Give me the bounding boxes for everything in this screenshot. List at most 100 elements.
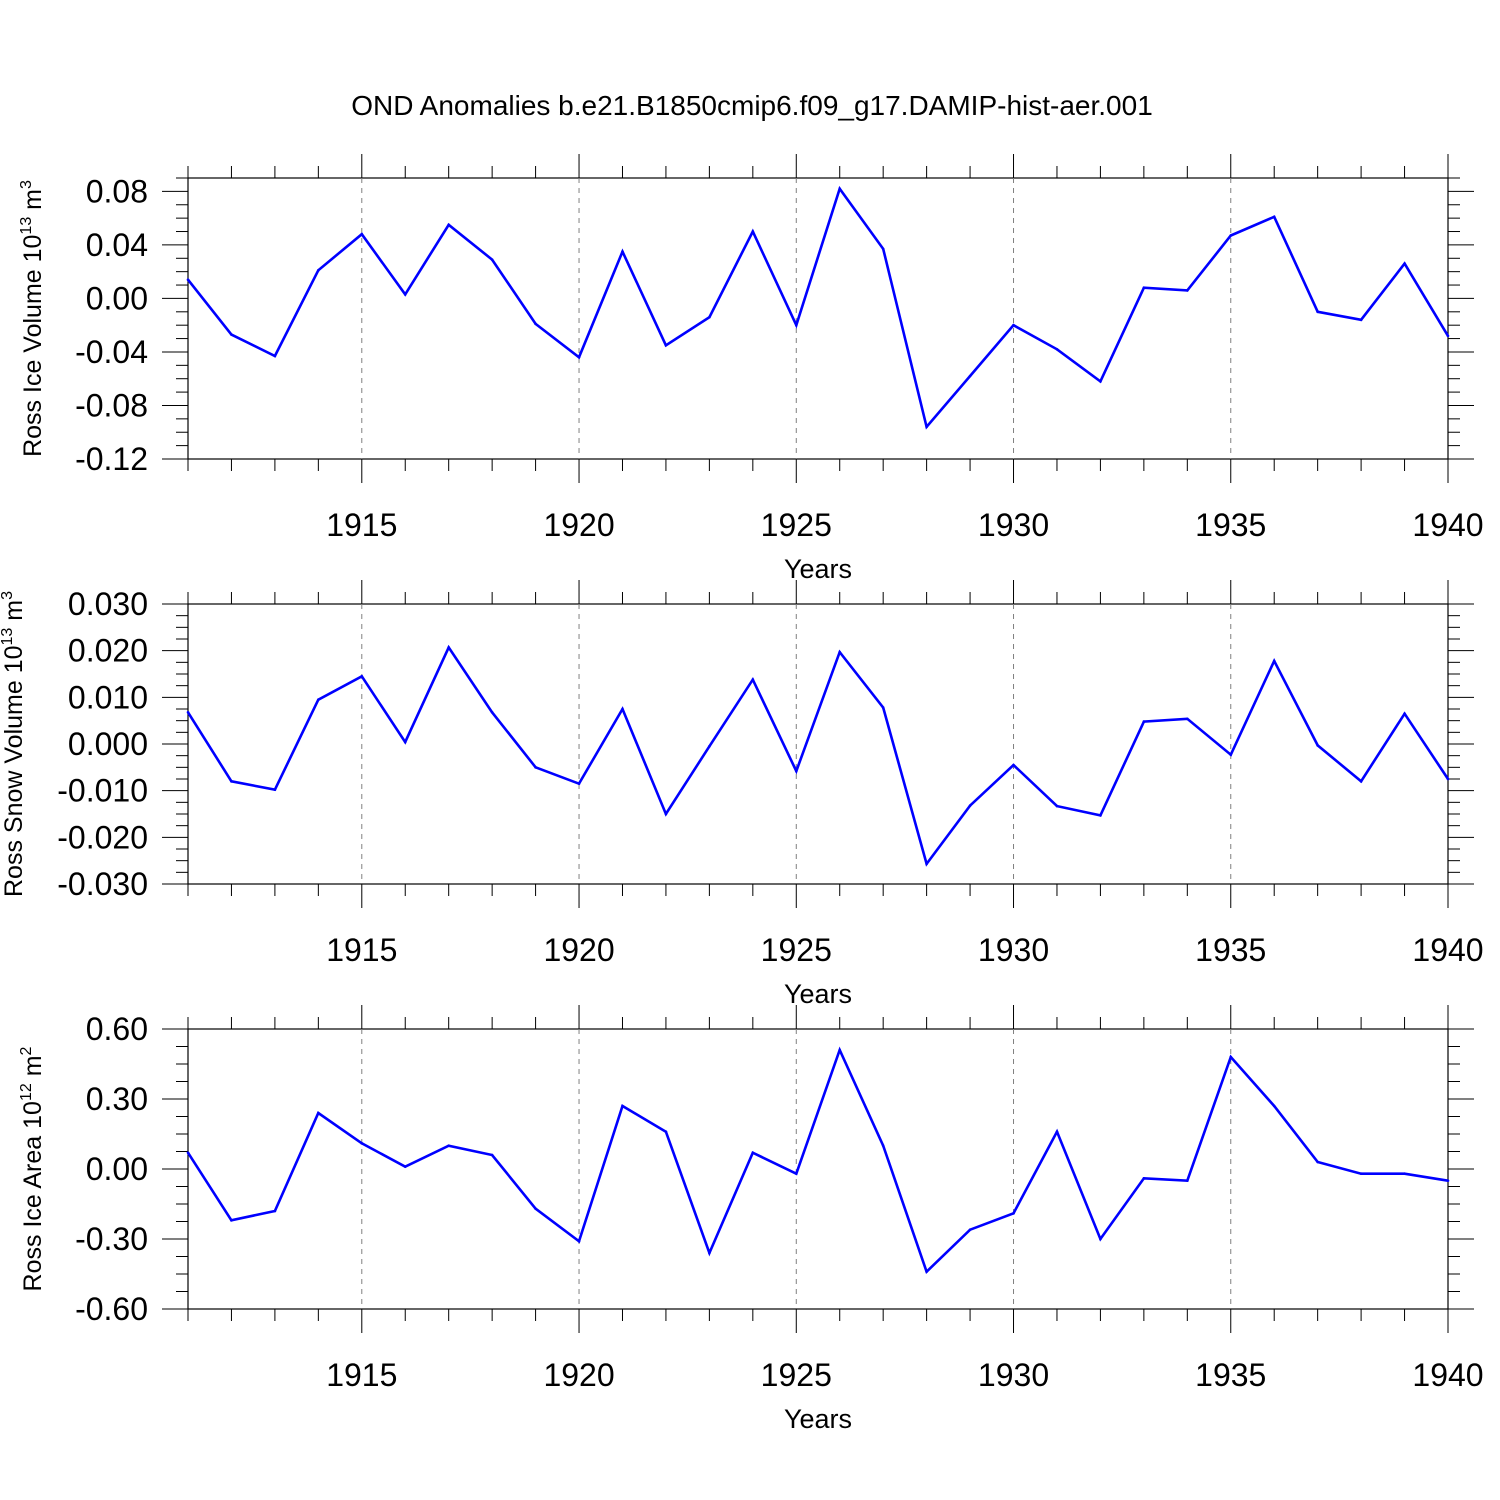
x-tick-label: 1940 bbox=[1412, 932, 1483, 968]
data-point bbox=[490, 1153, 494, 1157]
y-axis-title: Ross Ice Area 1012 m2 bbox=[18, 1046, 47, 1291]
data-point bbox=[925, 862, 928, 866]
data-point bbox=[621, 707, 624, 711]
x-tick-label: 1930 bbox=[978, 932, 1049, 968]
data-point bbox=[1055, 804, 1059, 808]
data-point bbox=[1099, 814, 1102, 817]
data-point bbox=[621, 250, 624, 253]
data-point bbox=[925, 1270, 928, 1273]
data-point bbox=[1359, 780, 1363, 783]
data-point bbox=[360, 1142, 364, 1145]
x-tick-label: 1920 bbox=[543, 1357, 614, 1393]
data-point bbox=[317, 698, 320, 701]
x-tick-label: 1920 bbox=[543, 932, 614, 968]
data-point bbox=[360, 675, 364, 678]
data-point bbox=[1316, 310, 1319, 314]
chart-title: OND Anomalies b.e21.B1850cmip6.f09_g17.D… bbox=[351, 90, 1153, 121]
y-axis-title-part: Ross Ice Area 10 bbox=[19, 1101, 47, 1291]
data-point bbox=[1142, 720, 1146, 723]
data-point bbox=[1012, 763, 1015, 767]
data-point bbox=[1186, 289, 1189, 292]
data-point bbox=[447, 223, 450, 227]
x-tick-label: 1935 bbox=[1195, 1357, 1266, 1393]
data-point bbox=[577, 1240, 581, 1243]
y-tick-label: 0.04 bbox=[86, 227, 148, 263]
data-point bbox=[186, 710, 190, 714]
y-tick-label: -0.12 bbox=[75, 441, 148, 477]
y-axis-title-part: 2 bbox=[18, 1046, 35, 1055]
data-point bbox=[1446, 1179, 1450, 1182]
x-tick-label: 1940 bbox=[1412, 507, 1483, 543]
series-line bbox=[186, 185, 1450, 430]
y-tick-label: -0.020 bbox=[57, 819, 148, 855]
y-axis-title-part: 12 bbox=[18, 1083, 35, 1101]
x-axis-title: Years bbox=[784, 979, 852, 1009]
data-point bbox=[317, 1111, 320, 1115]
y-tick-label: -0.08 bbox=[75, 387, 148, 423]
y-tick-label: -0.010 bbox=[57, 773, 148, 809]
data-point bbox=[1229, 753, 1233, 757]
data-point bbox=[838, 1048, 842, 1052]
data-point bbox=[1403, 1172, 1406, 1175]
data-point bbox=[1229, 1055, 1233, 1059]
y-tick-label: 0.010 bbox=[68, 679, 148, 715]
data-point bbox=[186, 278, 190, 281]
data-point bbox=[577, 356, 581, 359]
plot-frame bbox=[187, 177, 1449, 460]
data-point bbox=[1012, 323, 1015, 327]
data-point bbox=[925, 425, 928, 429]
data-point bbox=[708, 1251, 711, 1255]
y-tick-label: -0.60 bbox=[75, 1291, 148, 1327]
y-tick-label: -0.30 bbox=[75, 1221, 148, 1257]
series-line bbox=[186, 1046, 1449, 1275]
y-axis-title: Ross Snow Volume 1013 m3 bbox=[0, 591, 28, 897]
y-axis-title-part: Ross Snow Volume 10 bbox=[0, 645, 28, 897]
data-point bbox=[447, 1144, 450, 1147]
x-tick-label: 1915 bbox=[326, 1357, 397, 1393]
data-point bbox=[968, 804, 972, 807]
data-point bbox=[403, 293, 407, 296]
data-point bbox=[794, 1172, 798, 1175]
data-point bbox=[1012, 1212, 1015, 1215]
data-point bbox=[794, 769, 798, 773]
data-point bbox=[664, 343, 668, 347]
y-axis-title-part: m bbox=[19, 1055, 47, 1083]
y-tick-label: 0.08 bbox=[86, 173, 148, 209]
data-point bbox=[1142, 286, 1146, 290]
panel-3: 1915 1920 1925 1930 1935 1940 -0.60 -0.30 0.00 0.… bbox=[18, 1005, 1484, 1434]
data-point bbox=[273, 1209, 277, 1213]
x-tick-label: 1915 bbox=[326, 507, 397, 543]
data-point bbox=[230, 1219, 233, 1222]
data-point bbox=[1359, 1172, 1363, 1175]
y-axis-title-part: 3 bbox=[18, 180, 35, 189]
data-point bbox=[1272, 1104, 1276, 1108]
x-tick-label: 1925 bbox=[761, 1357, 832, 1393]
y-axis-title: Ross Ice Volume 1013 m3 bbox=[18, 180, 47, 457]
data-point bbox=[1403, 262, 1406, 265]
x-tick-label: 1930 bbox=[978, 1357, 1049, 1393]
data-point bbox=[490, 710, 494, 714]
y-tick-label: 0.60 bbox=[86, 1011, 148, 1047]
y-tick-label: 0.000 bbox=[68, 726, 148, 762]
data-point bbox=[1316, 1160, 1319, 1164]
data-point bbox=[273, 788, 277, 792]
data-point bbox=[403, 1165, 407, 1168]
data-point bbox=[534, 1207, 537, 1210]
data-point bbox=[1272, 215, 1276, 219]
x-tick-label: 1940 bbox=[1412, 1357, 1483, 1393]
data-point bbox=[664, 1130, 668, 1133]
data-point bbox=[360, 232, 364, 236]
data-point bbox=[751, 1151, 755, 1154]
data-point bbox=[1272, 659, 1276, 663]
data-point bbox=[1316, 744, 1319, 747]
x-tick-label: 1930 bbox=[978, 507, 1049, 543]
y-tick-label: -0.030 bbox=[57, 866, 148, 902]
data-point bbox=[403, 740, 407, 744]
panels: 1915 1920 1925 1930 1935 1940 -0.12 -0.08 -0.04 0… bbox=[0, 154, 1484, 1434]
data-point bbox=[273, 354, 277, 358]
y-axis-title-part: 13 bbox=[0, 628, 16, 646]
data-point bbox=[1055, 1130, 1059, 1133]
x-tick-label: 1920 bbox=[543, 507, 614, 543]
data-point bbox=[317, 269, 320, 272]
panel-2: 1915 1920 1925 1930 1935 1940 -0.030 -0.020 -0.0… bbox=[0, 580, 1484, 1009]
